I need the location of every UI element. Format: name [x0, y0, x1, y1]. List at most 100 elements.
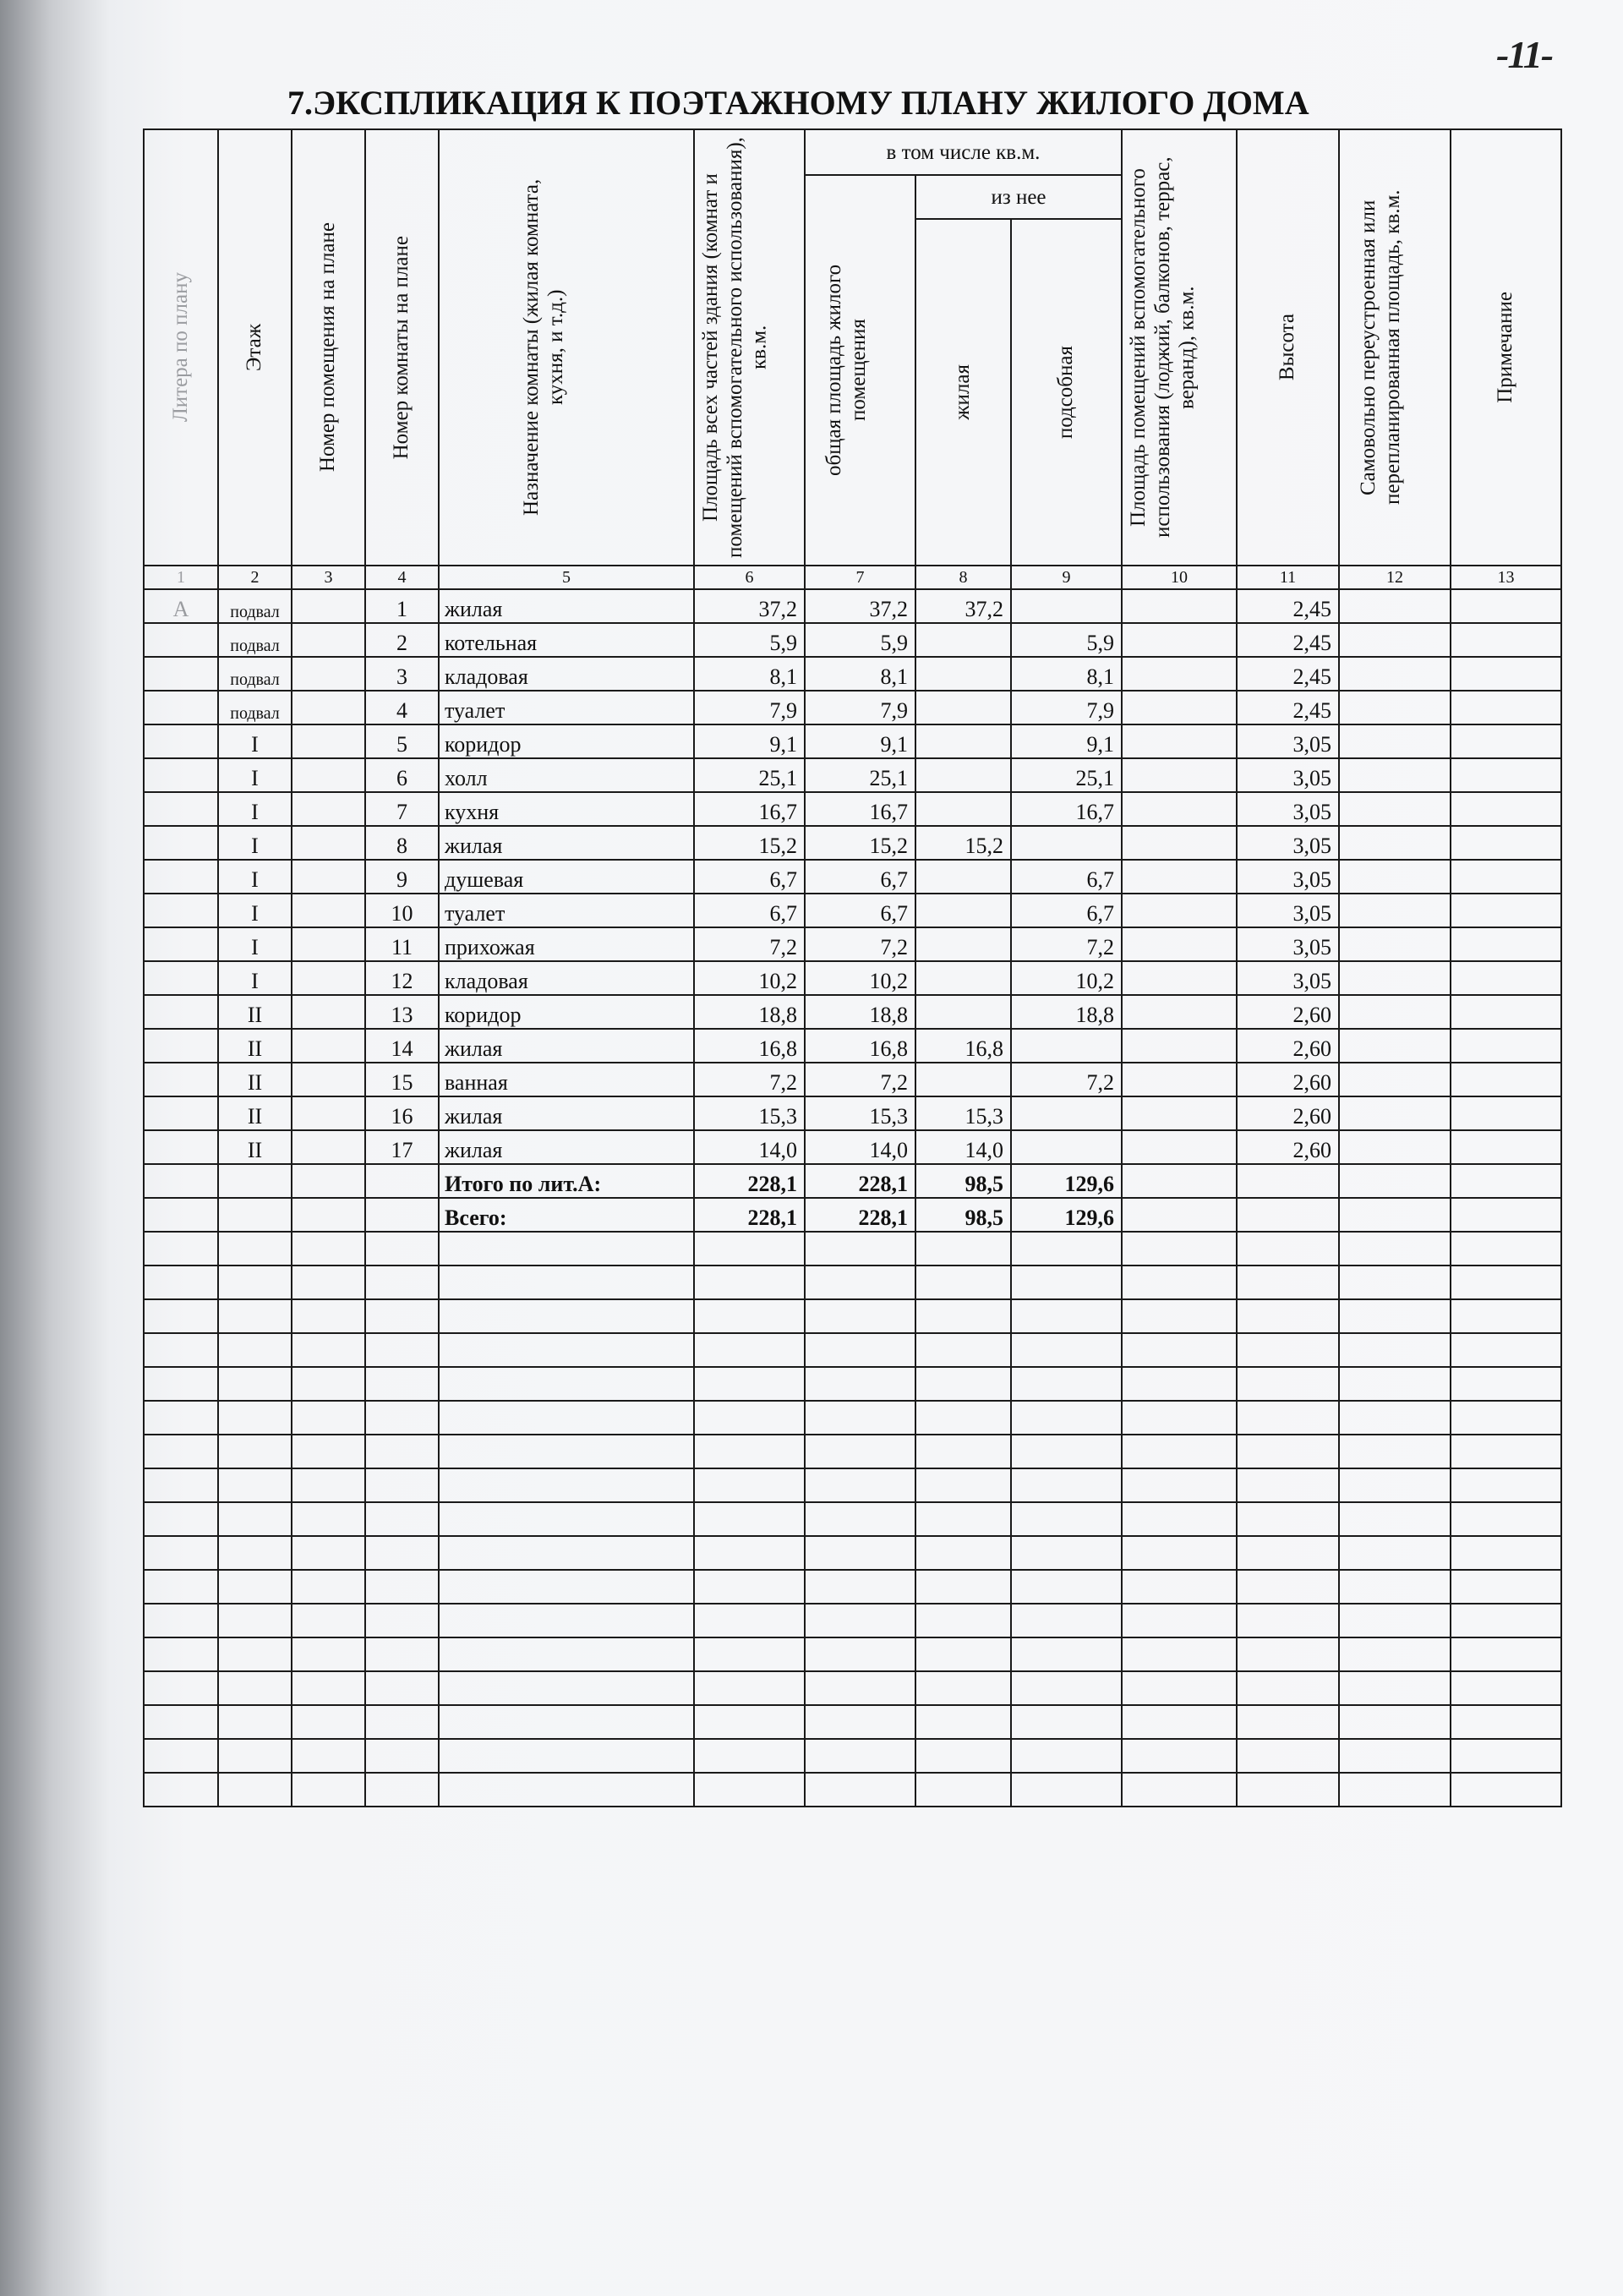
empty-cell [915, 1400, 1012, 1435]
cell-floor: I [217, 791, 292, 827]
cell-height: 2,60 [1236, 1028, 1340, 1063]
empty-cell [1010, 1231, 1123, 1266]
empty-cell [1121, 1400, 1238, 1435]
cell-height: 3,05 [1236, 859, 1340, 894]
empty-cell [693, 1535, 806, 1571]
empty-cell [915, 1569, 1012, 1604]
cell-living-area: 98,5 [915, 1197, 1012, 1233]
cell-premises-number [291, 622, 366, 658]
empty-row [143, 1535, 1562, 1571]
empty-cell [143, 1637, 219, 1672]
empty-cell [438, 1434, 695, 1469]
header-room-purpose: Назначение комнаты (жилая комната, кухня… [438, 128, 695, 566]
column-number: 8 [915, 565, 1012, 590]
empty-cell [1121, 1738, 1238, 1774]
empty-cell [1338, 1468, 1451, 1503]
empty-cell [291, 1603, 366, 1638]
cell-auxiliary-area [1121, 859, 1238, 894]
empty-cell [291, 1434, 366, 1469]
empty-cell [1338, 1434, 1451, 1469]
empty-cell [1338, 1400, 1451, 1435]
cell-living-area: 98,5 [915, 1163, 1012, 1199]
empty-row [143, 1738, 1562, 1774]
cell-utility-area [1010, 1096, 1123, 1131]
empty-cell [1121, 1569, 1238, 1604]
empty-cell [291, 1637, 366, 1672]
cell-total-area: 228,1 [693, 1197, 806, 1233]
cell-living-premises-area: 228,1 [804, 1163, 916, 1199]
header-text: жилая [951, 364, 975, 420]
empty-cell [291, 1298, 366, 1334]
header-text: Площадь помещений вспомогательного испол… [1126, 156, 1199, 538]
cell-floor: II [217, 994, 292, 1030]
empty-cell [364, 1603, 440, 1638]
header-text: Назначение комнаты (жилая комната, кухня… [520, 178, 567, 517]
empty-cell [1450, 1231, 1562, 1266]
empty-cell [1450, 1265, 1562, 1300]
cell-utility-area: 16,7 [1010, 791, 1123, 827]
empty-cell [804, 1501, 916, 1537]
empty-cell [693, 1569, 806, 1604]
cell-premises-number [291, 1197, 366, 1233]
empty-cell [1236, 1501, 1340, 1537]
empty-cell [693, 1468, 806, 1503]
empty-cell [1236, 1298, 1340, 1334]
cell-unauthorized-area [1338, 960, 1451, 996]
header-text: подсобная [1054, 345, 1078, 440]
cell-note [1450, 622, 1562, 658]
empty-cell [915, 1231, 1012, 1266]
cell-premises-number [291, 1028, 366, 1063]
empty-cell [1121, 1704, 1238, 1740]
total-row: Всего: 228,1 228,1 98,5 129,6 [143, 1197, 1562, 1233]
empty-cell [915, 1738, 1012, 1774]
cell-premises-number [291, 927, 366, 962]
cell-height: 3,05 [1236, 893, 1340, 928]
empty-cell [1010, 1265, 1123, 1300]
header-premises-number: Номер помещения на плане [291, 128, 366, 566]
empty-cell [804, 1535, 916, 1571]
cell-room-purpose: жилая [438, 588, 695, 624]
empty-cell [804, 1704, 916, 1740]
cell-room-purpose: туалет [438, 893, 695, 928]
empty-cell [438, 1366, 695, 1402]
empty-cell [438, 1535, 695, 1571]
cell-room-purpose: кладовая [438, 960, 695, 996]
cell-litera [143, 690, 219, 725]
cell-total-area: 6,7 [693, 859, 806, 894]
cell-living-premises-area: 8,1 [804, 656, 916, 692]
cell-living-premises-area: 25,1 [804, 757, 916, 793]
cell-height: 3,05 [1236, 724, 1340, 759]
cell-height: 2,60 [1236, 1096, 1340, 1131]
table-row: II 13 коридор 18,8 18,8 18,8 2,60 [143, 994, 1562, 1030]
header-auxiliary-area: Площадь помещений вспомогательного испол… [1121, 128, 1238, 566]
cell-room-purpose: ванная [438, 1062, 695, 1097]
empty-cell [1338, 1569, 1451, 1604]
cell-height: 2,60 [1236, 1129, 1340, 1165]
cell-utility-area: 10,2 [1010, 960, 1123, 996]
cell-premises-number [291, 825, 366, 861]
cell-auxiliary-area [1121, 825, 1238, 861]
cell-utility-area: 129,6 [1010, 1197, 1123, 1233]
empty-cell [804, 1332, 916, 1368]
page-title: 7.ЭКСПЛИКАЦИЯ К ПОЭТАЖНОМУ ПЛАНУ ЖИЛОГО … [287, 84, 1309, 122]
empty-cell [693, 1298, 806, 1334]
empty-cell [1236, 1670, 1340, 1706]
cell-note [1450, 757, 1562, 793]
empty-cell [1450, 1501, 1562, 1537]
cell-living-premises-area: 6,7 [804, 893, 916, 928]
empty-cell [1338, 1231, 1451, 1266]
cell-room-purpose: жилая [438, 1028, 695, 1063]
empty-cell [804, 1366, 916, 1402]
empty-cell [1121, 1332, 1238, 1368]
empty-cell [143, 1704, 219, 1740]
empty-cell [143, 1332, 219, 1368]
cell-floor: II [217, 1028, 292, 1063]
cell-litera [143, 724, 219, 759]
cell-unauthorized-area [1338, 1163, 1451, 1199]
empty-cell [438, 1468, 695, 1503]
empty-cell [804, 1738, 916, 1774]
empty-cell [364, 1704, 440, 1740]
cell-height: 2,60 [1236, 1062, 1340, 1097]
cell-unauthorized-area [1338, 927, 1451, 962]
empty-cell [1338, 1772, 1451, 1807]
